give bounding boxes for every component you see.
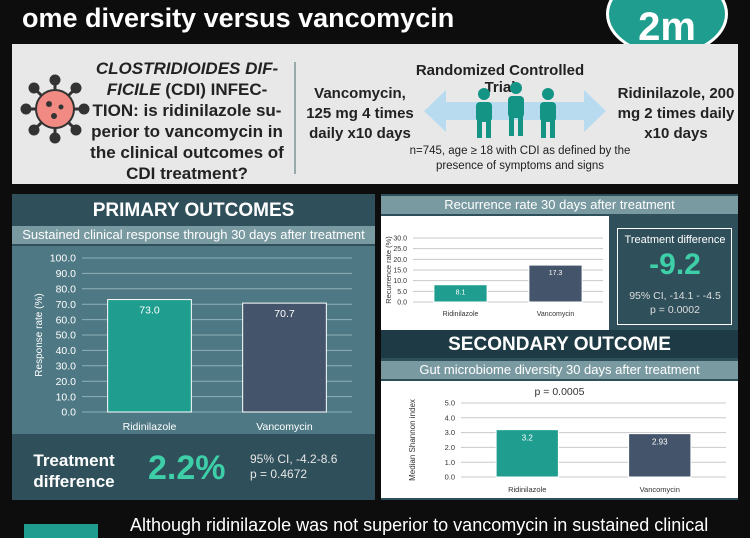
logo-text: 2m bbox=[638, 5, 696, 49]
conclusion-text: Although ridinilazole was not superior t… bbox=[130, 515, 709, 535]
primary-subheading: Sustained clinical response through 30 d… bbox=[12, 226, 375, 244]
x-category-label: Ridinilazole bbox=[508, 485, 546, 494]
y-tick-label: 30.0 bbox=[56, 360, 77, 372]
primary-ci: 95% CI, -4.2-8.6 bbox=[250, 452, 338, 466]
primary-response-chart: 0.0 10.0 20.0 30.0 40.0 50.0 60.0 70.0 80.0 90.0 1… bbox=[34, 253, 352, 433]
y-axis-label: Response rate (%) bbox=[34, 293, 45, 376]
y-tick-label: 100.0 bbox=[50, 253, 76, 265]
y-tick-label: 5.0 bbox=[445, 399, 455, 408]
secondary-p-value: p = 0.0005 bbox=[534, 386, 585, 398]
y-axis-label: Recurrence rate (%) bbox=[384, 236, 393, 304]
population-note: n=745, age ≥ 18 with CDI as defined by t… bbox=[409, 145, 631, 172]
y-tick-label: 0.0 bbox=[397, 299, 407, 306]
y-tick-label: 30.0 bbox=[393, 235, 407, 242]
y-tick-label: 90.0 bbox=[56, 268, 77, 280]
bar-value-label: 17.3 bbox=[549, 270, 563, 277]
y-tick-label: 70.0 bbox=[56, 299, 77, 311]
trial-summary-panel bbox=[12, 44, 738, 184]
pathogen-name: CLOSTRIDIOIDES DIF-FICILE bbox=[95, 59, 279, 99]
recurrence-diff-label: Treatment difference bbox=[624, 234, 726, 246]
y-tick-label: 1.0 bbox=[445, 458, 455, 467]
recurrence-subheading: Recurrence rate 30 days after treatment bbox=[381, 196, 738, 214]
y-axis-label: Median Shannon index bbox=[408, 399, 417, 481]
primary-heading: PRIMARY OUTCOMES bbox=[92, 200, 295, 221]
primary-p-value: p = 0.4672 bbox=[250, 467, 308, 481]
y-tick-label: 80.0 bbox=[56, 283, 77, 295]
secondary-heading-bar bbox=[381, 330, 738, 358]
bar-ridinilazole bbox=[107, 299, 192, 413]
x-category-label: Ridinilazole bbox=[443, 311, 479, 318]
y-tick-label: 40.0 bbox=[56, 345, 77, 357]
bar-value-label: 73.0 bbox=[139, 305, 160, 317]
y-tick-label: 2.0 bbox=[445, 443, 455, 452]
patients-arrow-icon bbox=[424, 82, 606, 138]
bar-value-label: 8.1 bbox=[456, 290, 466, 297]
primary-difference-box bbox=[12, 440, 375, 500]
y-tick-label: 10.0 bbox=[56, 391, 77, 403]
page-title: ome diversity versus vancomycin bbox=[22, 3, 455, 33]
y-tick-label: 50.0 bbox=[56, 330, 77, 342]
bar-vancomycin bbox=[528, 264, 583, 303]
bar-vancomycin bbox=[242, 302, 327, 413]
vancomycin-dose: Vancomycin, 125 mg 4 times daily x10 day… bbox=[306, 85, 414, 142]
bar-value-label: 70.7 bbox=[274, 308, 295, 320]
y-tick-label: 5.0 bbox=[397, 289, 407, 296]
y-tick-label: 60.0 bbox=[56, 314, 77, 326]
y-tick-label: 4.0 bbox=[445, 413, 455, 422]
recurrence-difference-box bbox=[617, 228, 732, 325]
secondary-heading: SECONDARY OUTCOME bbox=[448, 334, 671, 355]
divider bbox=[294, 62, 296, 174]
bacteria-icon bbox=[20, 74, 90, 144]
x-category-label: Vancomycin bbox=[537, 311, 575, 318]
y-tick-label: 0.0 bbox=[61, 407, 76, 419]
y-tick-label: 20.0 bbox=[393, 257, 407, 264]
conclusion-icon bbox=[24, 524, 98, 538]
y-tick-label: 0.0 bbox=[445, 473, 455, 482]
rct-title: Randomized Controlled Trial bbox=[415, 62, 585, 96]
y-tick-label: 20.0 bbox=[56, 376, 77, 388]
recurrence-p-value: p = 0.0002 bbox=[650, 304, 700, 316]
primary-diff-label: Treatment difference bbox=[33, 451, 115, 491]
y-tick-label: 10.0 bbox=[393, 278, 407, 285]
recurrence-diff-value: -9.2 bbox=[649, 248, 701, 281]
bar-value-label: 2.93 bbox=[652, 438, 668, 447]
x-category-label: Ridinilazole bbox=[123, 421, 177, 433]
x-category-label: Vancomycin bbox=[256, 421, 313, 433]
bar-ridinilazole bbox=[495, 429, 559, 478]
bar-ridinilazole bbox=[433, 284, 488, 303]
infection-question: CLOSTRIDIOIDES DIF-FICILE (CDI) INFEC-TI… bbox=[86, 58, 288, 184]
secondary-subheading: Gut microbiome diversity 30 days after t… bbox=[381, 361, 738, 379]
y-tick-label: 15.0 bbox=[393, 267, 407, 274]
diversity-chart: 0.0 1.0 2.0 3.0 4.0 5.0 Median Shannon index 3.… bbox=[408, 399, 726, 494]
ridinilazole-dose: Ridinilazole, 200 mg 2 times daily x10 d… bbox=[617, 85, 735, 142]
bar-value-label: 3.2 bbox=[522, 434, 534, 443]
x-category-label: Vancomycin bbox=[640, 485, 680, 494]
y-tick-label: 3.0 bbox=[445, 428, 455, 437]
primary-diff-value: 2.2% bbox=[148, 449, 226, 487]
question-text: (CDI) INFEC-TION: is ridinilazole su-per… bbox=[90, 80, 284, 183]
y-tick-label: 25.0 bbox=[393, 246, 407, 253]
bar-vancomycin bbox=[628, 433, 692, 478]
recurrence-ci: 95% CI, -14.1 - -4.5 bbox=[629, 290, 721, 302]
